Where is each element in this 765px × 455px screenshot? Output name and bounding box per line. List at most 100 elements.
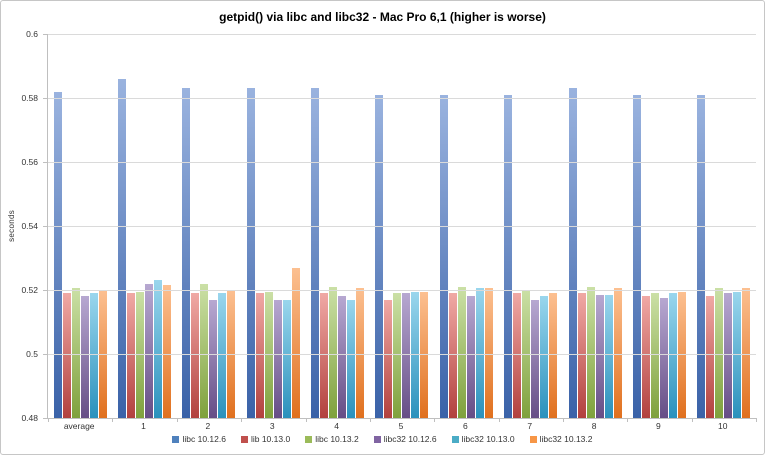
x-axis-tick-label: 10 [718,421,728,431]
bar-lib-10-13-0 [448,293,457,418]
gridline [48,98,756,99]
x-axis-tick-label: 5 [398,421,404,431]
bar-lib-10-13-0 [320,293,329,418]
bar-libc32-10-13-0 [89,293,98,418]
legend-swatch-icon [240,435,248,443]
x-axis-tickmark [112,418,114,422]
bar-lib-10-13-0 [577,293,586,418]
bar-libc-10-12-6 [697,94,706,418]
bar-libc32-10-13-0 [475,288,484,418]
bar-lib-10-13-0 [641,296,650,418]
bar-libc32-10-12-6 [724,293,733,418]
x-axis-tick-label: 1 [141,421,146,431]
bar-libc-10-12-6 [311,88,320,418]
x-axis-tickmark [305,418,307,422]
y-axis-tickmark [43,226,48,227]
bar-libc-10-13-2 [650,293,659,418]
bar-libc32-10-13-2 [613,288,622,418]
y-axis-tickmark [43,354,48,355]
legend-item: libc32 10.12.6 [373,434,437,444]
bar-libc-10-12-6 [632,94,641,418]
x-axis-tick-label: 6 [462,421,468,431]
y-axis-tickmark [43,418,48,419]
y-axis-tick-label: 0.54 [21,221,38,231]
x-axis-tick-label: average [63,421,95,431]
bar-libc32-10-13-0 [154,280,163,418]
bar-libc32-10-12-6 [80,296,89,418]
x-axis-tickmark [48,418,49,422]
y-axis-tickmark [43,34,48,35]
plot-area [43,34,757,422]
bar-lib-10-13-0 [191,293,200,418]
legend-label: libc32 10.13.2 [539,434,593,444]
gridline [48,290,756,291]
bar-libc32-10-13-0 [668,293,677,418]
chart-title: getpid() via libc and libc32 - Mac Pro 6… [219,10,546,24]
legend-swatch-icon [529,435,537,443]
bar-libc-10-12-6 [53,91,62,418]
bar-lib-10-13-0 [513,293,522,418]
bar-libc-10-12-6 [568,88,577,418]
y-axis-tickmark [43,162,48,163]
legend-item: libc 10.13.2 [305,434,359,444]
x-axis-tickmark [627,418,629,422]
bar-libc-10-12-6 [375,94,384,418]
gridline [48,162,756,163]
x-axis-tick-label: 8 [591,421,597,431]
legend-label: lib 10.13.0 [250,434,291,444]
y-axis-tick-label: 0.52 [21,285,38,295]
bar-libc32-10-13-2 [742,288,751,418]
x-axis-tickmark [756,418,757,422]
bar-lib-10-13-0 [384,299,393,418]
legend: libc 10.12.6 lib 10.13.0 libc 10.13.2 libc3… [1,434,764,444]
bar-libc-10-13-2 [329,286,338,418]
gridline [48,354,756,355]
y-axis-tick-label: 0.48 [21,413,38,423]
bar-libc32-10-12-6 [659,298,668,418]
bar-lib-10-13-0 [255,293,264,418]
bar-libc32-10-13-0 [282,299,291,418]
bar-libc32-10-13-2 [549,293,558,418]
x-axis-tick-label: 3 [269,421,275,431]
y-axis-tickmark [43,290,48,291]
bar-libc32-10-12-6 [531,299,540,418]
bar-libc32-10-12-6 [209,299,218,418]
bar-group-8 [563,34,627,418]
y-axis-tick-label: 0.58 [21,93,38,103]
legend-label: libc32 10.13.0 [461,434,515,444]
y-axis-tick-label: 0.56 [21,157,38,167]
bar-groups [48,34,756,418]
bar-libc-10-13-2 [457,286,466,418]
bar-libc32-10-13-2 [356,288,365,418]
x-axis-tickmark [241,418,243,422]
bar-libc-10-12-6 [246,88,255,418]
x-axis-tickmark [498,418,500,422]
bar-lib-10-13-0 [127,293,136,418]
bar-libc32-10-12-6 [273,299,282,418]
bar-libc32-10-12-6 [145,283,154,418]
bar-lib-10-13-0 [62,293,71,418]
legend-swatch-icon [172,435,180,443]
bar-libc-10-13-2 [71,288,80,418]
bar-libc32-10-13-0 [218,293,227,418]
legend-item: libc 10.12.6 [172,434,226,444]
x-axis-tickmark [176,418,178,422]
bar-libc-10-13-2 [715,288,724,418]
bar-libc32-10-13-0 [604,294,613,418]
bar-libc32-10-13-2 [291,267,300,418]
legend-item: libc32 10.13.2 [529,434,593,444]
legend-label: libc 10.12.6 [182,434,226,444]
bar-libc32-10-12-6 [402,293,411,418]
bar-libc-10-13-2 [586,286,595,418]
x-axis-tick-label: 9 [656,421,661,431]
x-axis-tick-label: 7 [527,421,533,431]
gridline [48,34,756,35]
bar-libc32-10-12-6 [595,294,604,418]
legend-swatch-icon [451,435,459,443]
bar-lib-10-13-0 [706,296,715,418]
x-axis-tickmark [562,418,564,422]
legend-item: lib 10.13.0 [240,434,291,444]
bar-libc-10-12-6 [182,88,191,418]
x-axis-tickmark [434,418,436,422]
